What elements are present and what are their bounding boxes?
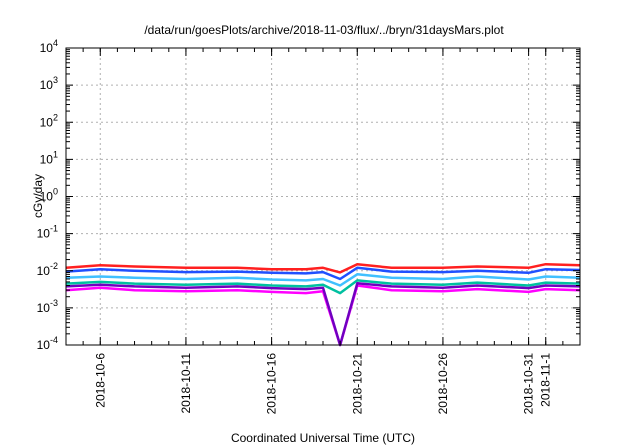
x-tick-label: 2018-10-21 [350,353,364,415]
chart-title: /data/run/goesPlots/archive/2018-11-03/f… [144,23,504,37]
x-tick-label: 2018-10-16 [265,353,279,415]
y-tick-label: 10-4 [37,335,58,352]
series-line [65,273,581,287]
x-axis-label: Coordinated Universal Time (UTC) [231,431,415,445]
series-line [65,279,581,295]
x-tick-label: 2018-10-11 [179,353,193,414]
x-tick-label: 2018-10-6 [93,353,107,408]
x-tick-label: 2018-11-1 [539,353,553,407]
grid [66,48,580,345]
x-tick-label: 2018-10-31 [522,353,536,415]
y-tick-label: 100 [40,187,58,204]
y-tick-label: 102 [40,112,58,129]
y-tick-label: 10-1 [37,224,58,241]
x-axis: 2018-10-6 2018-10-11 2018-10-16 2018-10-21 2… [65,48,581,415]
y-axis-label: cGy/day [31,174,45,218]
series-group [65,262,581,347]
y-tick-label: 103 [40,75,58,92]
y-tick-label: 10-3 [37,298,58,315]
series-line [65,266,581,281]
x-tick-label: 2018-10-26 [436,353,450,415]
series-line [65,284,581,347]
series-line [65,282,581,347]
y-tick-label: 10-2 [37,261,58,278]
y-tick-label: 104 [40,38,58,55]
y-axis: 10-4 10-3 10-2 10-1 100 101 102 103 104 [37,38,580,352]
series-line [65,262,581,274]
y-tick-label: 101 [40,149,58,166]
